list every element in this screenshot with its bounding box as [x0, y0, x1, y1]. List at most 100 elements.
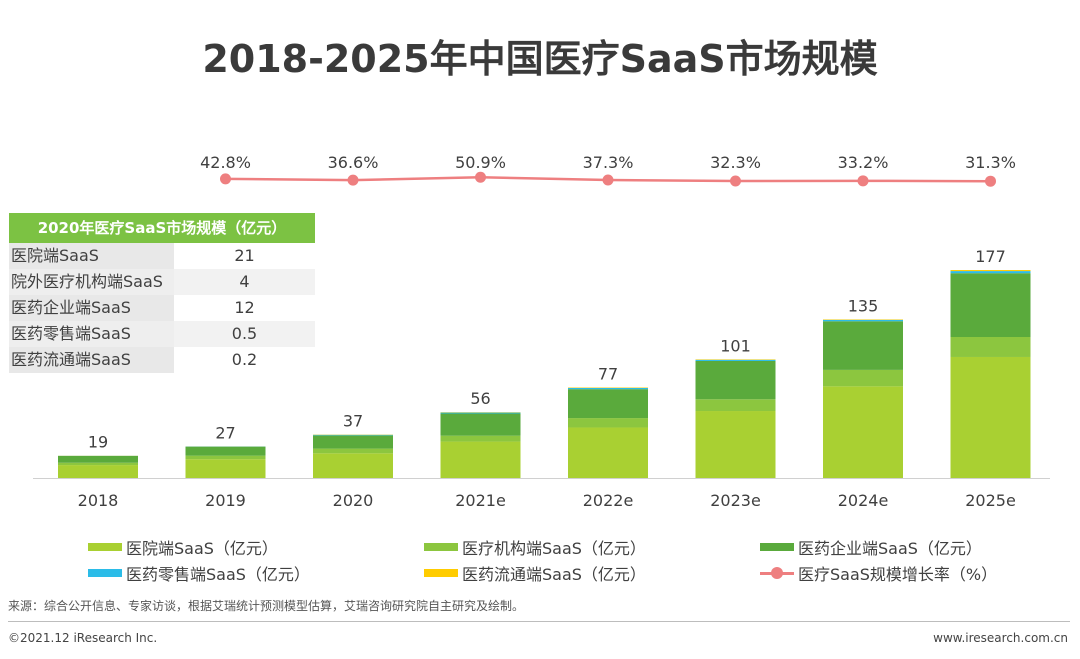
table-row-label: 医药流通端SaaS [9, 347, 174, 373]
bar-segment [313, 448, 393, 454]
legend-item: 医疗SaaS规模增长率（%） [760, 561, 997, 585]
growth-rate-label: 33.2% [838, 153, 889, 172]
chart-title: 2018-2025年中国医疗SaaS市场规模 [202, 37, 878, 81]
legend-item: 医药企业端SaaS（亿元） [760, 535, 982, 559]
bar-segment [568, 389, 648, 419]
growth-rate-point [220, 173, 231, 185]
bar-segment [950, 271, 1031, 274]
growth-rate-label: 32.3% [710, 153, 761, 172]
legend-item: 医药零售端SaaS（亿元） [88, 561, 310, 585]
bar-segment [823, 369, 903, 387]
bar-segment [313, 434, 393, 436]
growth-rate-point [475, 171, 486, 183]
legend-swatch [760, 566, 794, 579]
bar-segment [58, 465, 138, 478]
bar-segment [950, 273, 1031, 337]
bar-total-label: 19 [88, 433, 108, 452]
growth-rate-label: 42.8% [200, 153, 251, 172]
bar-segment [823, 319, 903, 322]
growth-rate-point [347, 174, 359, 186]
table-row: 医院端SaaS 21 [9, 243, 315, 269]
x-tick-label: 2025e [965, 491, 1016, 510]
bar-total-label: 177 [975, 247, 1006, 266]
table-row-value: 21 [234, 246, 255, 265]
bar-segment [185, 455, 266, 460]
table-header: 2020年医疗SaaS市场规模（亿元） [9, 213, 315, 243]
bar-segment [695, 411, 776, 478]
copyright: ©2021.12 iResearch Inc. [8, 631, 158, 645]
legend-item: 医疗机构端SaaS（亿元） [424, 535, 646, 559]
growth-rate-label: 50.9% [455, 153, 506, 172]
table-row-value: 12 [234, 298, 255, 317]
bar-total-label: 101 [720, 336, 751, 355]
bar-segment [568, 427, 648, 478]
footer-divider [8, 621, 1070, 622]
table-row-label: 院外医疗机构端SaaS [9, 269, 174, 295]
bar-segment [313, 435, 393, 449]
table-row-value: 4 [174, 269, 315, 295]
summary-table: 2020年医疗SaaS市场规模（亿元） 医院端SaaS 21 院外医疗机构端SaaS… [9, 213, 315, 373]
x-tick-label: 2023e [710, 491, 761, 510]
source-note: 来源：综合公开信息、专家访谈，根据艾瑞统计预测模型估算，艾瑞咨询研究院自主研究及… [8, 599, 525, 613]
growth-rate-point [730, 175, 741, 187]
bar-segment [58, 462, 138, 466]
bar-segment [823, 321, 903, 370]
x-tick-label: 2022e [583, 491, 634, 510]
bar-segment [695, 359, 776, 361]
growth-rate-point [985, 175, 996, 187]
website-link[interactable]: www.iresearch.com.cn [933, 631, 1068, 645]
legend-item: 医院端SaaS（亿元） [88, 535, 278, 559]
x-tick-label: 2019 [205, 491, 246, 510]
bar-segment [440, 413, 521, 436]
growth-rate-label: 37.3% [583, 153, 634, 172]
bar-total-label: 27 [215, 423, 235, 442]
legend-swatch [88, 543, 122, 551]
x-tick-label: 2021e [455, 491, 506, 510]
legend-label: 医药零售端SaaS（亿元） [126, 565, 310, 584]
legend-swatch [88, 569, 122, 577]
table-row-value: 0.5 [174, 321, 315, 347]
bar-segment [440, 441, 521, 478]
bar-segment [185, 459, 266, 478]
bar-total-label: 37 [343, 412, 363, 431]
legend-label: 医药企业端SaaS（亿元） [798, 539, 982, 558]
bar-total-label: 135 [848, 296, 879, 315]
legend: 医院端SaaS（亿元） 医疗机构端SaaS（亿元） 医药企业端SaaS（亿元） 医药零… [0, 535, 1080, 587]
bar-segment [950, 337, 1031, 357]
x-tick-label: 2024e [838, 491, 889, 510]
bar-segment [823, 386, 903, 478]
bar-total-label: 56 [470, 389, 490, 408]
table-row: 院外医疗机构端SaaS 4 [9, 269, 315, 295]
bar-segment [185, 446, 266, 456]
growth-rate-label: 31.3% [965, 153, 1016, 172]
bar-segment [568, 387, 648, 390]
legend-label: 医药流通端SaaS（亿元） [462, 565, 646, 584]
legend-swatch [424, 543, 458, 551]
bar-segment [313, 453, 393, 478]
bar-segment [568, 418, 648, 428]
table-row-value: 0.2 [231, 350, 258, 369]
legend-label: 医疗机构端SaaS（亿元） [462, 539, 646, 558]
table-row-label: 医院端SaaS [9, 243, 174, 269]
table-row: 医药企业端SaaS 12 [9, 295, 315, 321]
bar-total-label: 77 [598, 365, 618, 384]
bar-segment [950, 270, 1031, 272]
x-tick-label: 2020 [333, 491, 374, 510]
growth-rate-point [602, 174, 614, 186]
growth-rate-point [857, 175, 869, 187]
bar-segment [440, 412, 521, 414]
bar-segment [440, 435, 521, 442]
legend-label: 医疗SaaS规模增长率（%） [798, 565, 998, 584]
table-row-label: 医药企业端SaaS [9, 295, 174, 321]
legend-item: 医药流通端SaaS（亿元） [424, 561, 646, 585]
growth-rate-label: 36.6% [328, 153, 379, 172]
legend-swatch [760, 543, 794, 551]
table-row: 医药零售端SaaS 0.5 [9, 321, 315, 347]
table-row-label: 医药零售端SaaS [9, 321, 174, 347]
bar-segment [58, 455, 138, 463]
bar-segment [950, 356, 1031, 478]
legend-swatch [424, 569, 458, 577]
table-row: 医药流通端SaaS 0.2 [9, 347, 315, 373]
legend-label: 医院端SaaS（亿元） [126, 539, 278, 558]
